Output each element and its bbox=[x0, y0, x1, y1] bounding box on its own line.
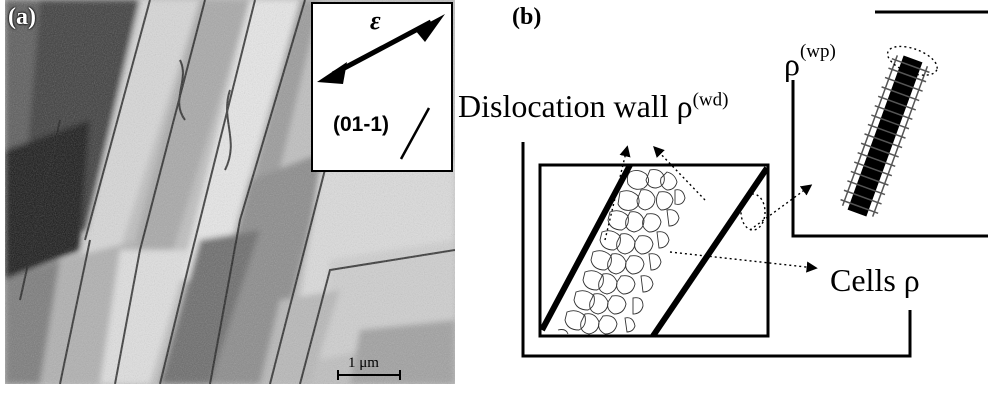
plane-trace-icon bbox=[399, 107, 431, 160]
dislocation-schematic bbox=[521, 10, 988, 358]
cell-network bbox=[557, 169, 686, 335]
orientation-inset bbox=[311, 2, 453, 172]
zoomed-wall bbox=[840, 45, 938, 217]
dislocation-wall-label: Dislocation wall ρ(wd) bbox=[458, 88, 729, 124]
plane-label: (01-1) bbox=[333, 113, 390, 136]
orientation-arrows bbox=[317, 14, 445, 160]
outer-frame bbox=[521, 142, 912, 358]
cells-pointer bbox=[669, 251, 818, 273]
scale-bar-label: 1 μm bbox=[348, 355, 379, 371]
wall-pointer-right bbox=[653, 145, 706, 201]
cells-label: Cells ρ bbox=[830, 262, 920, 298]
dislocation-wall-left bbox=[539, 163, 633, 332]
wall-pointer-left bbox=[604, 145, 631, 241]
strain-arrow-icon bbox=[331, 19, 433, 77]
wp-frame bbox=[791, 80, 988, 238]
panel-b-label: (b) bbox=[512, 4, 542, 30]
panel-a-label: (a) bbox=[8, 4, 36, 30]
strain-symbol: ε bbox=[370, 6, 381, 35]
wp-density-label: ρ(wp) bbox=[784, 41, 836, 82]
wp-zoom-ellipse bbox=[740, 193, 766, 231]
